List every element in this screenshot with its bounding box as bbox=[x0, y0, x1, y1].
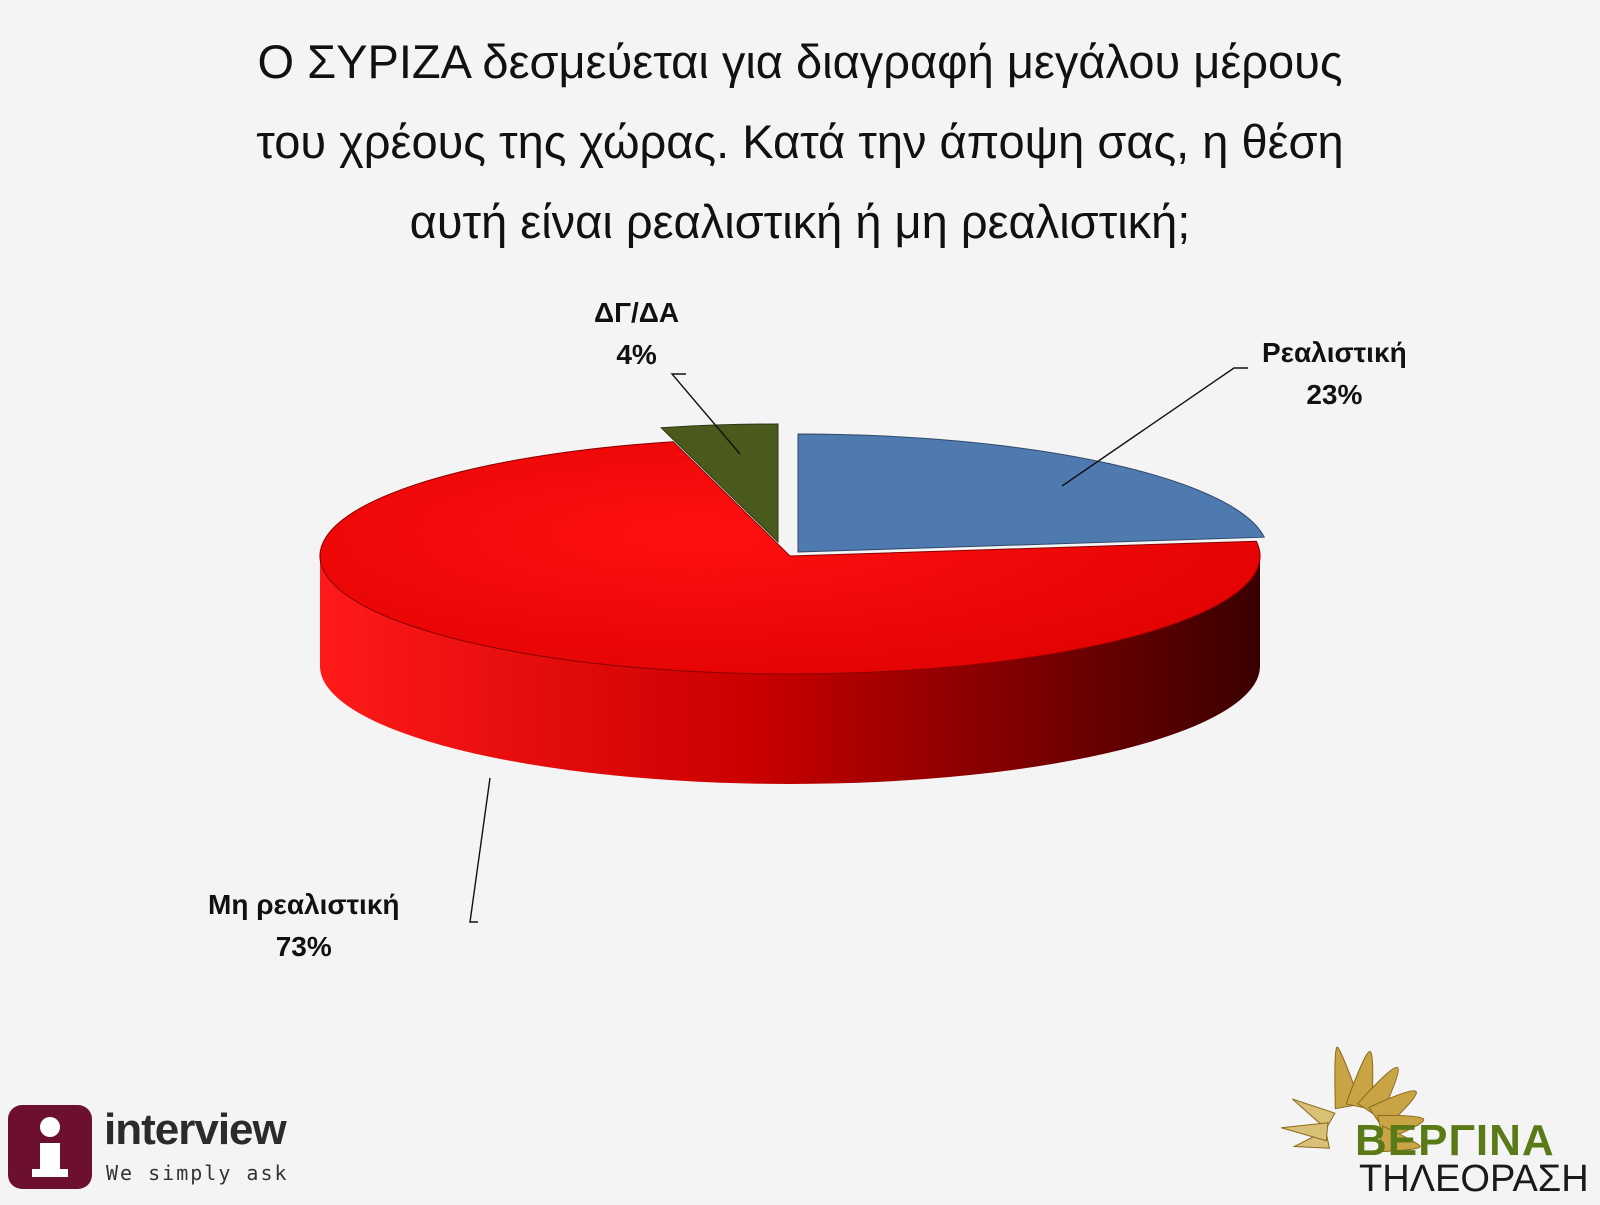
interview-logo-name: interview bbox=[104, 1105, 287, 1154]
title-line-3: αυτή είναι ρεαλιστική ή μη ρεαλιστική; bbox=[409, 195, 1191, 248]
leader-line bbox=[670, 373, 741, 455]
vergina-logo-subtitle: ΤΗΛΕΟΡΑΣΗ bbox=[1359, 1158, 1589, 1200]
slice-label-value: 23% bbox=[1306, 379, 1363, 410]
sun-rays-icon bbox=[1281, 1046, 1425, 1153]
slice-label-text: Ρεαλιστική bbox=[1262, 337, 1407, 368]
title-line-1: Ο ΣΥΡΙΖΑ δεσμεύεται για διαγραφή μεγάλου… bbox=[257, 35, 1343, 88]
slice-label-value: 73% bbox=[275, 931, 332, 962]
interview-logo-tagline: We simply ask bbox=[106, 1161, 289, 1185]
slice-label-text: Μη ρεαλιστική bbox=[208, 889, 400, 920]
slice-label-dk-na: ΔΓ/ΔΑ 4% bbox=[594, 292, 679, 376]
pie-slice-side bbox=[320, 556, 1260, 784]
pie-slice-0 bbox=[797, 433, 1266, 553]
sun-ray bbox=[1377, 1125, 1421, 1153]
pie-slice-1 bbox=[319, 441, 1261, 675]
slice-label-not-realistic: Μη ρεαλιστική 73% bbox=[208, 884, 400, 968]
leader-line bbox=[469, 777, 491, 923]
pie-slice-2 bbox=[659, 423, 779, 544]
title-line-2: του χρέους της χώρας. Κατά την άποψη σας… bbox=[256, 115, 1344, 168]
sun-ray bbox=[1357, 1066, 1399, 1119]
slice-label-value: 4% bbox=[616, 339, 657, 370]
vergina-logo: ΒΕΡΓΙΝΑ ΤΗΛΕΟΡΑΣΗ bbox=[1255, 1018, 1600, 1200]
info-icon bbox=[8, 1105, 92, 1189]
sun-ray bbox=[1281, 1122, 1329, 1142]
slice-label-realistic: Ρεαλιστική 23% bbox=[1262, 332, 1407, 416]
slice-label-text: ΔΓ/ΔΑ bbox=[594, 297, 680, 328]
leader-line bbox=[1061, 367, 1248, 487]
interview-logo: interview We simply ask bbox=[8, 1105, 348, 1195]
chart-title: Ο ΣΥΡΙΖΑ δεσμεύεται για διαγραφή μεγάλου… bbox=[80, 22, 1520, 262]
vergina-logo-name: ΒΕΡΓΙΝΑ bbox=[1355, 1116, 1555, 1165]
sun-ray bbox=[1292, 1098, 1336, 1130]
